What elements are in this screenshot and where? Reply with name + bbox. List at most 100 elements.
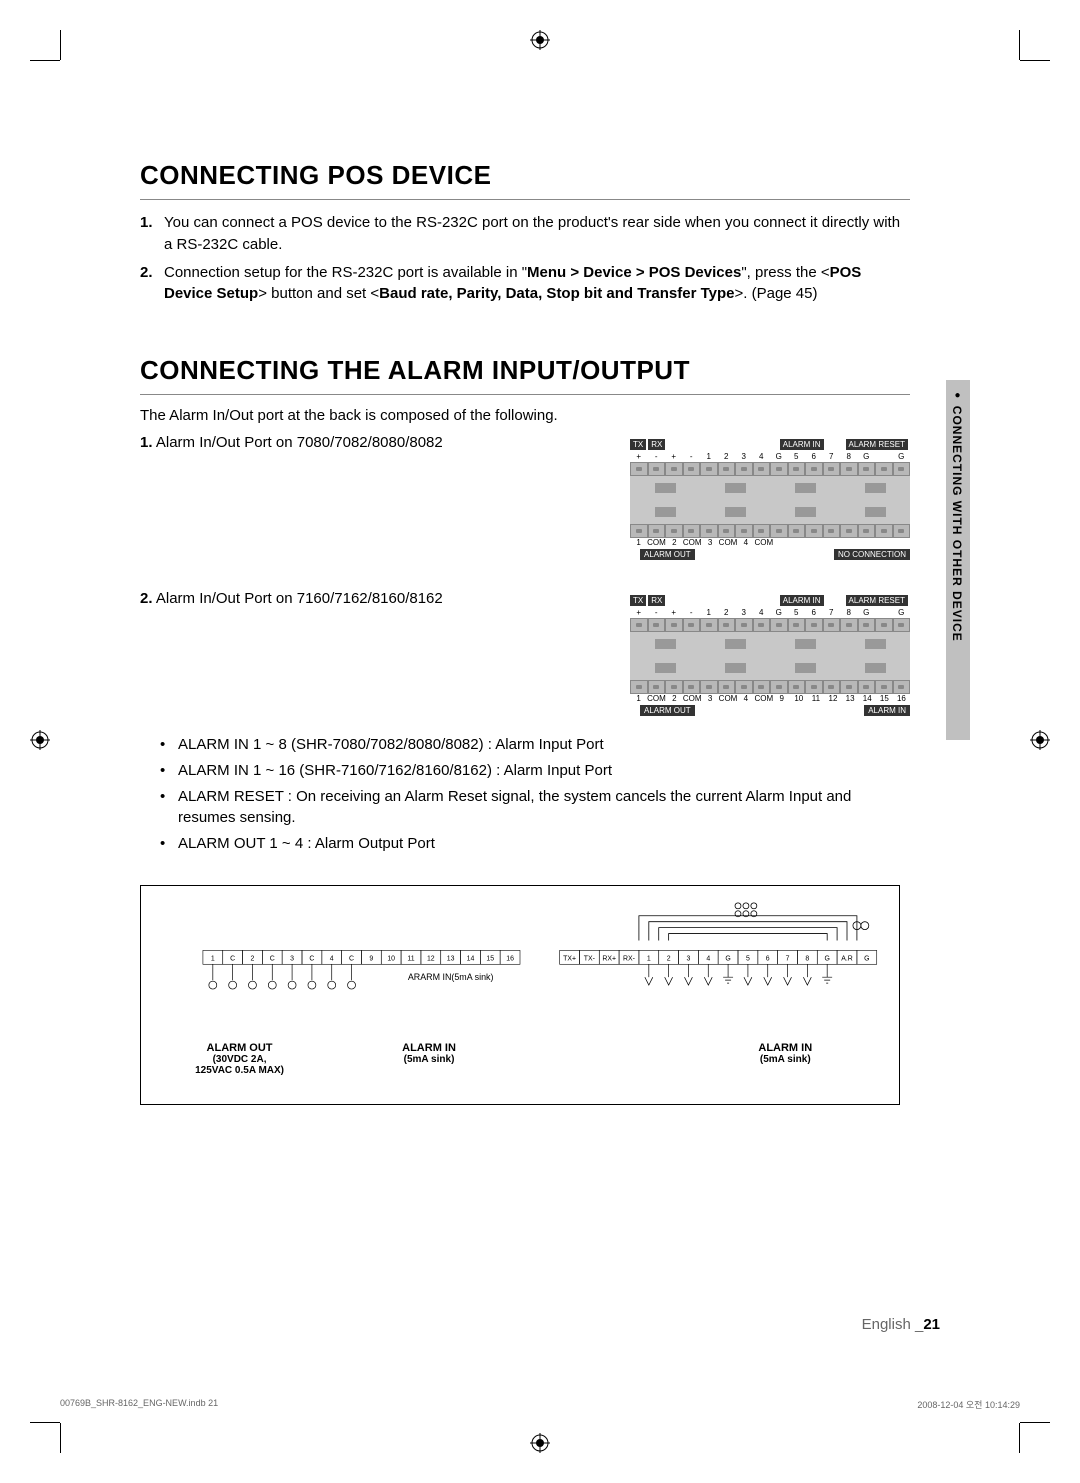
page-content: CONNECTING POS DEVICE 1. You can connect… bbox=[140, 160, 910, 1105]
crop-mark bbox=[1019, 30, 1020, 60]
item-number: 2. bbox=[140, 590, 153, 607]
bullet-list: •ALARM IN 1 ~ 8 (SHR-7080/7082/8080/8082… bbox=[140, 734, 910, 855]
svg-text:TX-: TX- bbox=[584, 955, 595, 962]
svg-text:14: 14 bbox=[467, 955, 475, 962]
footer-meta: 00769B_SHR-8162_ENG-NEW.indb 21 2008-12-… bbox=[60, 1398, 1020, 1411]
crop-mark bbox=[60, 1423, 61, 1453]
port-label: 2. Alarm In/Out Port on 7160/7162/8160/8… bbox=[140, 590, 630, 607]
side-tab-label: CONNECTING WITH OTHER DEVICE bbox=[950, 390, 964, 642]
footer-lang: English _ bbox=[862, 1316, 924, 1333]
port-row-2: 2. Alarm In/Out Port on 7160/7162/8160/8… bbox=[140, 590, 910, 716]
mid-row bbox=[630, 632, 910, 656]
rx-label: RX bbox=[648, 439, 665, 450]
registration-mark bbox=[30, 730, 50, 750]
item-text: You can connect a POS device to the RS-2… bbox=[164, 212, 910, 256]
port-text: Alarm In/Out Port on 7080/7082/8080/8082 bbox=[156, 434, 443, 451]
mid-row bbox=[630, 656, 910, 680]
svg-text:C: C bbox=[349, 955, 354, 962]
alarm-in-label: ALARM IN bbox=[338, 1042, 520, 1054]
svg-text:5: 5 bbox=[746, 955, 750, 962]
bullet-text: ALARM IN 1 ~ 16 (SHR-7160/7162/8160/8162… bbox=[178, 760, 612, 782]
terminal-block-diagram: TX RX ALARM IN ALARM RESET +-+-1234G5678… bbox=[630, 590, 910, 716]
text: ", press the < bbox=[741, 264, 829, 281]
list-item: 2. Connection setup for the RS-232C port… bbox=[140, 262, 910, 306]
section-title-pos: CONNECTING POS DEVICE bbox=[140, 160, 910, 200]
intro-text: The Alarm In/Out port at the back is com… bbox=[140, 407, 910, 424]
item-number: 1. bbox=[140, 434, 153, 451]
screw-row bbox=[630, 462, 910, 476]
svg-text:C: C bbox=[270, 955, 275, 962]
svg-text:12: 12 bbox=[427, 955, 435, 962]
alarm-in-label: ALARM IN bbox=[672, 1042, 899, 1054]
svg-text:TX+: TX+ bbox=[563, 955, 576, 962]
svg-text:C: C bbox=[309, 955, 314, 962]
mid-row bbox=[630, 476, 910, 500]
footer-date: 2008-12-04 오전 10:14:29 bbox=[917, 1398, 1020, 1411]
registration-mark bbox=[530, 30, 550, 50]
svg-text:RX-: RX- bbox=[623, 955, 635, 962]
footer-file: 00769B_SHR-8162_ENG-NEW.indb 21 bbox=[60, 1398, 218, 1411]
item-number: 1. bbox=[140, 212, 164, 256]
svg-text:3: 3 bbox=[290, 955, 294, 962]
svg-text:4: 4 bbox=[706, 955, 710, 962]
svg-text:3: 3 bbox=[687, 955, 691, 962]
crop-mark bbox=[30, 60, 60, 61]
terminal-pins-bottom: 1COM2COM3COM4COM bbox=[630, 538, 910, 547]
menu-path: Menu > Device > POS Devices bbox=[527, 264, 741, 281]
mid-row bbox=[630, 500, 910, 524]
alarm-out-label: ALARM OUT bbox=[640, 705, 695, 716]
svg-text:10: 10 bbox=[387, 955, 395, 962]
footer-pagenum: 21 bbox=[923, 1316, 940, 1333]
crop-mark bbox=[1020, 60, 1050, 61]
alarm-out-spec: (30VDC 2A, 125VAC 0.5A MAX) bbox=[141, 1054, 338, 1076]
rx-label: RX bbox=[648, 595, 665, 606]
section-title-alarm: CONNECTING THE ALARM INPUT/OUTPUT bbox=[140, 355, 910, 395]
terminal-pins-top: +-+-1234G5678GG bbox=[630, 452, 910, 461]
svg-text:2: 2 bbox=[667, 955, 671, 962]
alarm-out-label: ALARM OUT bbox=[141, 1042, 338, 1054]
screw-row bbox=[630, 524, 910, 538]
svg-text:13: 13 bbox=[447, 955, 455, 962]
item-text: Connection setup for the RS-232C port is… bbox=[164, 262, 910, 306]
svg-text:C: C bbox=[230, 955, 235, 962]
crop-mark bbox=[60, 30, 61, 60]
bullet-item: •ALARM OUT 1 ~ 4 : Alarm Output Port bbox=[140, 833, 910, 855]
svg-text:1: 1 bbox=[647, 955, 651, 962]
svg-text:G: G bbox=[725, 955, 730, 962]
screw-row bbox=[630, 680, 910, 694]
crop-mark bbox=[1019, 1423, 1020, 1453]
bullet-text: ALARM OUT 1 ~ 4 : Alarm Output Port bbox=[178, 833, 435, 855]
port-text: Alarm In/Out Port on 7160/7162/8160/8162 bbox=[156, 590, 443, 607]
alarm-reset-label: ALARM RESET bbox=[846, 439, 908, 450]
svg-text:G: G bbox=[864, 955, 869, 962]
screw-row bbox=[630, 618, 910, 632]
list-item: 1. You can connect a POS device to the R… bbox=[140, 212, 910, 256]
crop-mark bbox=[1020, 1422, 1050, 1423]
svg-text:1: 1 bbox=[211, 955, 215, 962]
params: Baud rate, Parity, Data, Stop bit and Tr… bbox=[379, 285, 734, 302]
crop-mark bbox=[30, 1422, 60, 1423]
svg-text:4: 4 bbox=[330, 955, 334, 962]
terminal-pins-bottom: 1COM2COM3COM4COM910111213141516 bbox=[630, 694, 910, 703]
bullet-item: •ALARM IN 1 ~ 8 (SHR-7080/7082/8080/8082… bbox=[140, 734, 910, 756]
registration-mark bbox=[530, 1433, 550, 1453]
svg-text:11: 11 bbox=[407, 955, 414, 962]
svg-text:G: G bbox=[824, 955, 829, 962]
text: > button and set < bbox=[258, 285, 379, 302]
svg-text:7: 7 bbox=[786, 955, 790, 962]
port-row-1: 1. Alarm In/Out Port on 7080/7082/8080/8… bbox=[140, 434, 910, 560]
tx-label: TX bbox=[630, 595, 646, 606]
bullet-text: ALARM IN 1 ~ 8 (SHR-7080/7082/8080/8082)… bbox=[178, 734, 604, 756]
svg-text:6: 6 bbox=[766, 955, 770, 962]
tx-label: TX bbox=[630, 439, 646, 450]
bullet-item: •ALARM RESET : On receiving an Alarm Res… bbox=[140, 786, 910, 830]
svg-text:A.R: A.R bbox=[841, 955, 853, 962]
alarm-in-spec: (5mA sink) bbox=[672, 1054, 899, 1065]
terminal-block-diagram: TX RX ALARM IN ALARM RESET +-+-1234G5678… bbox=[630, 434, 910, 560]
svg-text:ARARM IN(5mA sink): ARARM IN(5mA sink) bbox=[408, 972, 494, 982]
text: >. (Page 45) bbox=[735, 285, 818, 302]
svg-text:9: 9 bbox=[369, 955, 373, 962]
alarm-in-label: ALARM IN bbox=[780, 595, 824, 606]
alarm-out-label: ALARM OUT bbox=[640, 549, 695, 560]
alarm-in-label: ALARM IN bbox=[780, 439, 824, 450]
